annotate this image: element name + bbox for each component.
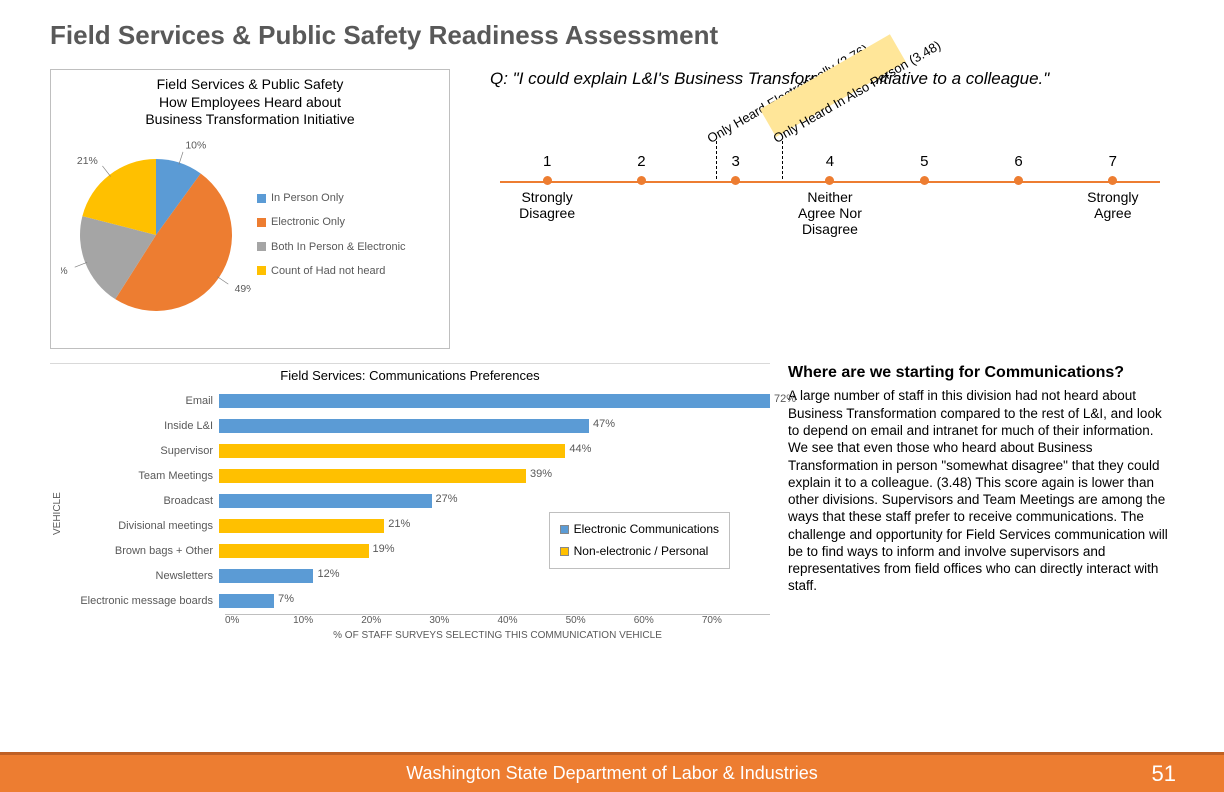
svg-text:49%: 49% <box>235 284 251 295</box>
bar-row: Inside L&I 47% <box>69 414 770 438</box>
axis-tick: 40% <box>498 615 566 626</box>
narrative-block: Where are we starting for Communications… <box>788 363 1174 683</box>
pie-chart-box: Field Services & Public Safety How Emplo… <box>50 69 450 349</box>
slide-title: Field Services & Public Safety Readiness… <box>50 20 1174 51</box>
bar-row: Supervisor 44% <box>69 439 770 463</box>
bar-row: Broadcast 27% <box>69 489 770 513</box>
axis-tick: 30% <box>429 615 497 626</box>
likert-panel: Q: "I could explain L&I's Business Trans… <box>470 69 1174 349</box>
narrative-body: A large number of staff in this division… <box>788 387 1174 594</box>
svg-text:20%: 20% <box>61 265 68 276</box>
axis-tick: 10% <box>293 615 361 626</box>
axis-tick: 0% <box>225 615 293 626</box>
scale-tick: 5 <box>877 153 971 237</box>
likert-ticks: 1StronglyDisagree234NeitherAgree NorDisa… <box>500 153 1160 237</box>
page-number: 51 <box>1152 761 1176 787</box>
scale-tick: 7StronglyAgree <box>1066 153 1160 237</box>
pie-chart-svg: 10% 49% 20% 21% <box>61 140 251 330</box>
pie-title: Field Services & Public Safety How Emplo… <box>61 76 439 129</box>
upper-row: Field Services & Public Safety How Emplo… <box>50 69 1174 349</box>
narrative-heading: Where are we starting for Communications… <box>788 363 1174 383</box>
axis-tick: 70% <box>702 615 770 626</box>
slide: Field Services & Public Safety Readiness… <box>0 0 1224 792</box>
scale-tick: 3 <box>689 153 783 237</box>
scale-tick: 6 <box>971 153 1065 237</box>
axis-tick: 60% <box>634 615 702 626</box>
pie-legend-item: Electronic Only <box>257 210 406 234</box>
scale-tick: 2 <box>594 153 688 237</box>
bar-title: Field Services: Communications Preferenc… <box>50 368 770 383</box>
svg-text:21%: 21% <box>77 155 98 166</box>
bar-rows: Email 72%Inside L&I 47%Supervisor 44%Tea… <box>69 389 770 613</box>
bar-row: Electronic message boards 7% <box>69 589 770 613</box>
scale-tick: 4NeitherAgree NorDisagree <box>783 153 877 237</box>
bar-legend: Electronic Communications Non-electronic… <box>549 512 730 569</box>
svg-text:10%: 10% <box>185 140 206 151</box>
pie-title-l1: Field Services & Public Safety <box>61 76 439 94</box>
bar-row: Email 72% <box>69 389 770 413</box>
pie-title-l3: Business Transformation Initiative <box>61 111 439 129</box>
bar-axis: 0%10%20%30%40%50%60%70% <box>225 614 770 626</box>
bar-row: Team Meetings 39% <box>69 464 770 488</box>
pie-legend-item: In Person Only <box>257 186 406 210</box>
pie-legend-item: Both In Person & Electronic <box>257 235 406 259</box>
footer-bar: Washington State Department of Labor & I… <box>0 752 1224 792</box>
bar-chart-box: Field Services: Communications Preferenc… <box>50 363 770 683</box>
bar-ylabel: VEHICLE <box>50 389 65 639</box>
bar-xlabel: % OF STAFF SURVEYS SELECTING THIS COMMUN… <box>225 630 770 641</box>
axis-tick: 50% <box>566 615 634 626</box>
pie-title-l2: How Employees Heard about <box>61 94 439 112</box>
footer-org: Washington State Department of Labor & I… <box>406 763 818 784</box>
likert-scale: Only Heard Electronically (2.76)Only Hea… <box>500 153 1160 237</box>
pie-legend: In Person OnlyElectronic OnlyBoth In Per… <box>257 186 406 283</box>
legend-personal: Non-electronic / Personal <box>560 541 719 563</box>
pie-legend-item: Count of Had not heard <box>257 259 406 283</box>
scale-tick: 1StronglyDisagree <box>500 153 594 237</box>
lower-row: Field Services: Communications Preferenc… <box>50 363 1174 683</box>
axis-tick: 20% <box>361 615 429 626</box>
legend-electronic: Electronic Communications <box>560 519 719 541</box>
